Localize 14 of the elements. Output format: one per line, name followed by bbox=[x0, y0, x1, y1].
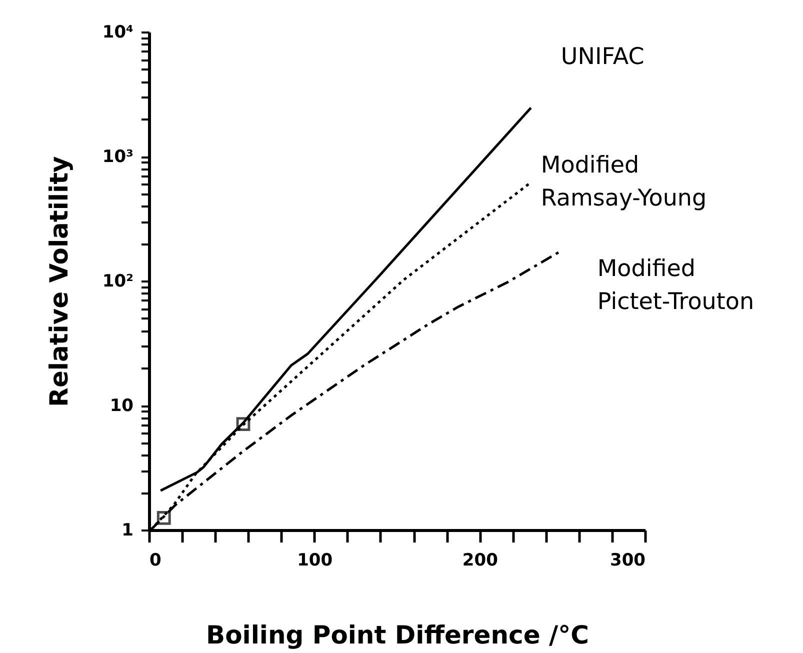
text: UNIFAC bbox=[560, 44, 644, 70]
series-label: Modified Pictet-Trouton bbox=[597, 256, 754, 316]
series-label: Modified Ramsay-Young bbox=[540, 152, 707, 212]
y-tick-label: 1 bbox=[122, 520, 134, 540]
y-tick-label: 10 bbox=[110, 396, 134, 416]
x-tick-label: 100 bbox=[297, 550, 333, 570]
x-tick-label: 200 bbox=[462, 550, 498, 570]
y-tick-label: 10² bbox=[102, 272, 134, 292]
y-tick-label: 10³ bbox=[102, 147, 134, 167]
x-axis-title: Boiling Point Difference /°C bbox=[206, 620, 589, 650]
y-tick-label: 10⁴ bbox=[102, 22, 134, 42]
x-tick-label: 0 bbox=[150, 550, 162, 570]
x-tick-label: 300 bbox=[610, 550, 646, 570]
y-axis-title: Relative Volatility bbox=[44, 156, 74, 407]
